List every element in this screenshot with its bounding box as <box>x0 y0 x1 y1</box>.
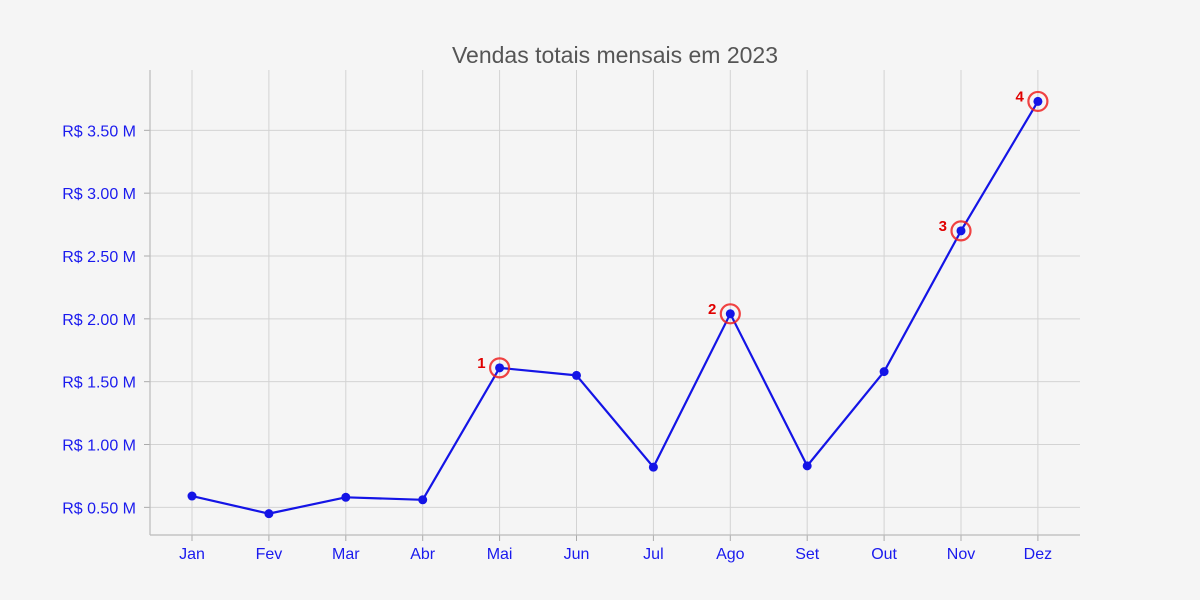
highlight-ring <box>1027 90 1049 113</box>
x-tick-label: Jun <box>564 546 590 563</box>
y-gridlines <box>144 129 1080 508</box>
data-point <box>572 370 581 380</box>
annotation-label: 2 <box>708 301 716 318</box>
y-tick-label: R$ 2.50 M <box>62 249 136 266</box>
annotation-label: 1 <box>477 355 485 372</box>
y-tick-label: R$ 3.00 M <box>62 186 136 203</box>
highlight-ring <box>489 357 511 379</box>
annotation-label: 3 <box>939 218 947 235</box>
x-tick-label: Abr <box>410 546 436 563</box>
y-tick-label: R$ 1.00 M <box>62 438 136 455</box>
axes <box>149 70 1080 536</box>
data-point <box>1033 96 1043 106</box>
data-point <box>725 309 735 319</box>
y-tick-label: R$ 1.50 M <box>62 375 136 392</box>
y-tick-labels: R$ 0.50 M R$ 1.00 M R$ 1.50 M R$ 2.00 M R$ 2… <box>62 123 136 517</box>
data-point <box>264 509 274 519</box>
data-point <box>187 491 197 501</box>
data-point <box>495 363 505 373</box>
y-tick-label: R$ 2.00 M <box>62 312 136 329</box>
x-tick-label: Set <box>795 546 820 563</box>
x-tick-label: Ago <box>716 546 745 563</box>
data-point <box>802 461 812 471</box>
x-tick-label: Mar <box>332 546 360 563</box>
x-gridlines <box>191 70 1039 541</box>
x-tick-label: Fev <box>256 546 283 563</box>
data-point <box>418 495 428 505</box>
chart-title: Vendas totais mensais em 2023 <box>452 42 778 68</box>
x-tick-label: Mai <box>487 546 513 563</box>
y-tick-label: R$ 0.50 M <box>62 500 136 517</box>
data-point <box>648 462 658 472</box>
x-tick-label: Dez <box>1024 546 1052 563</box>
series-line <box>191 100 1039 515</box>
highlight-ring <box>719 303 741 325</box>
data-point <box>956 226 966 236</box>
highlight-group: 1 2 3 4 <box>477 88 1049 379</box>
x-tick-label: Out <box>871 546 897 563</box>
series-group <box>187 96 1043 519</box>
data-point <box>341 492 351 502</box>
x-tick-labels: Jan Fev Mar Abr Mai Jun Jul Ago Set Out Nov Dez <box>179 546 1052 563</box>
highlight-ring <box>950 220 972 242</box>
data-point <box>879 367 889 377</box>
x-tick-label: Jul <box>643 546 663 563</box>
y-tick-label: R$ 3.50 M <box>62 123 136 140</box>
x-tick-label: Jan <box>179 546 205 563</box>
annotation-label: 4 <box>1016 88 1025 105</box>
x-tick-label: Nov <box>947 546 975 563</box>
